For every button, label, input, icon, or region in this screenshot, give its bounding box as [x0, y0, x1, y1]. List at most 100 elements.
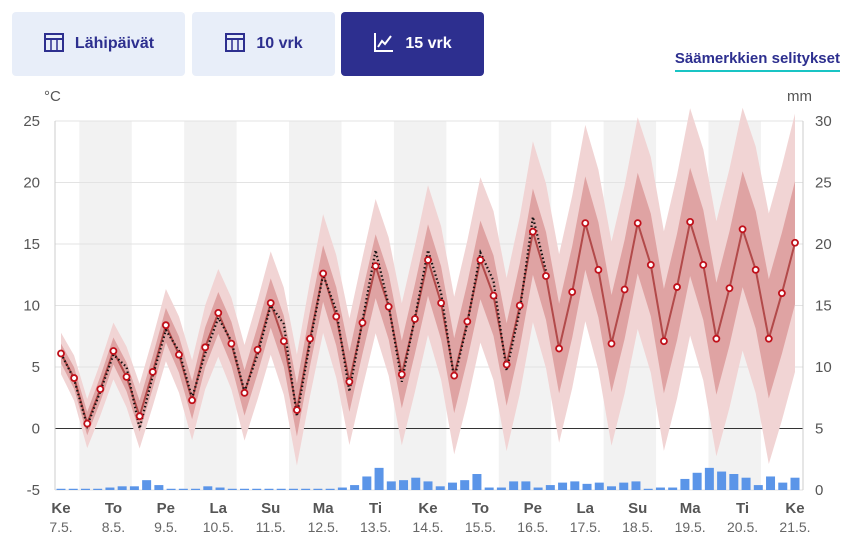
precipitation-bar — [56, 488, 66, 490]
y-left-tick-label: -5 — [27, 482, 40, 499]
temperature-point — [437, 299, 446, 307]
x-date-label: 8.5. — [102, 519, 125, 535]
x-date-label: 11.5. — [256, 519, 286, 535]
temperature-point — [410, 315, 419, 323]
x-day-label: To — [105, 500, 122, 517]
temperature-point — [660, 337, 668, 346]
precipitation-bar — [680, 478, 690, 490]
precipitation-bar — [350, 485, 360, 490]
temperature-point — [306, 334, 314, 343]
legend-explanations-link[interactable]: Säämerkkien selitykset — [674, 50, 840, 72]
x-day-label: La — [577, 500, 595, 517]
precipitation-bar — [166, 488, 176, 490]
y-right-unit-label: mm — [787, 88, 812, 105]
temperature-precipitation-chart: 25 20 15 10 5 0 -5 30 25 20 15 10 5 0 °C mm Ke 7.5. To 8.5.… — [23, 88, 832, 535]
temperature-point — [568, 288, 577, 296]
precipitation-bar — [80, 488, 90, 490]
temperature-point — [371, 262, 380, 271]
y-right-tick-label: 15 — [815, 298, 832, 315]
precipitation-bar — [729, 474, 739, 490]
precipitation-bar — [276, 488, 286, 490]
x-date-label: 16.5. — [517, 519, 548, 535]
temperature-point — [227, 339, 236, 348]
x-date-label: 15.5. — [465, 519, 496, 535]
precipitation-bar — [704, 467, 714, 490]
tab-lahipaivat[interactable]: Lähipäivät — [12, 12, 185, 76]
precipitation-bar — [93, 488, 103, 490]
x-day-label: Ke — [785, 500, 804, 517]
temperature-point — [751, 265, 760, 274]
precipitation-bar — [692, 472, 702, 490]
temperature-point — [397, 370, 406, 379]
y-left-unit-label: °C — [44, 88, 61, 105]
precipitation-bar — [386, 481, 396, 490]
temperature-point — [175, 350, 183, 359]
precipitation-bar — [264, 488, 274, 490]
precipitation-bar — [252, 488, 262, 490]
precipitation-bar — [288, 488, 298, 490]
precipitation-bar — [790, 477, 800, 490]
temperature-point — [555, 344, 563, 353]
precipitation-bar — [313, 488, 323, 490]
tab-label: Lähipäivät — [74, 35, 155, 52]
temperature-point — [96, 385, 105, 394]
temperature-point — [686, 217, 695, 226]
temperature-point — [109, 347, 118, 355]
calendar-icon — [43, 31, 65, 58]
temperature-point — [542, 272, 550, 280]
precipitation-bar — [362, 476, 372, 490]
temperature-point — [358, 318, 367, 327]
precipitation-bar — [178, 488, 188, 490]
tab-15-vrk[interactable]: 15 vrk — [341, 12, 484, 76]
y-right-tick-label: 5 — [815, 421, 823, 438]
precipitation-bar — [129, 486, 139, 490]
precipitation-bar — [154, 485, 164, 490]
x-date-label: 9.5. — [154, 519, 177, 535]
x-date-label: 20.5. — [727, 519, 758, 535]
y-right-tick-label: 10 — [815, 359, 832, 376]
calendar-icon — [224, 31, 246, 58]
precipitation-bar — [411, 477, 421, 490]
temperature-point — [70, 374, 79, 382]
line-chart-icon — [373, 31, 395, 58]
temperature-point — [188, 396, 196, 405]
x-day-label: La — [210, 500, 228, 517]
precipitation-bar — [533, 487, 543, 490]
precipitation-bar — [191, 488, 201, 490]
precipitation-bar — [325, 488, 335, 490]
precipitation-bar — [619, 482, 629, 490]
temperature-point — [214, 308, 223, 317]
precipitation-bar — [203, 486, 213, 490]
precipitation-bar — [240, 488, 249, 490]
x-date-label: 12.5. — [308, 519, 339, 535]
temperature-point — [607, 339, 616, 348]
y-left-tick-label: 25 — [23, 113, 40, 130]
x-day-label: Ma — [313, 500, 334, 517]
x-date-label: 18.5. — [622, 519, 653, 535]
temperature-point — [201, 343, 210, 352]
precipitation-bar — [435, 486, 445, 490]
y-right-tick-label: 20 — [815, 236, 832, 253]
x-date-label: 19.5. — [675, 519, 706, 535]
temperature-point — [594, 265, 603, 274]
x-date-label: 17.5. — [570, 519, 601, 535]
x-date-label: 13.5. — [360, 519, 391, 535]
tab-10-vrk[interactable]: 10 vrk — [192, 12, 335, 76]
temperature-inner-band — [61, 167, 795, 437]
x-day-label: Su — [628, 500, 647, 517]
temperature-point — [725, 284, 734, 293]
x-day-label: To — [472, 500, 489, 517]
x-date-label: 10.5. — [203, 519, 234, 535]
y-left-tick-label: 10 — [23, 298, 40, 315]
y-right-tick-label: 0 — [815, 482, 823, 499]
temperature-point — [791, 238, 799, 247]
temperature-point — [319, 269, 328, 278]
temperature-point — [502, 360, 511, 369]
precipitation-bar — [778, 482, 788, 490]
precipitation-bar — [753, 485, 763, 490]
x-date-label: 14.5. — [412, 519, 443, 535]
precipitation-bar — [68, 488, 78, 490]
precipitation-bar — [337, 487, 347, 490]
temperature-point — [293, 406, 301, 414]
x-day-label: Ma — [680, 500, 701, 517]
